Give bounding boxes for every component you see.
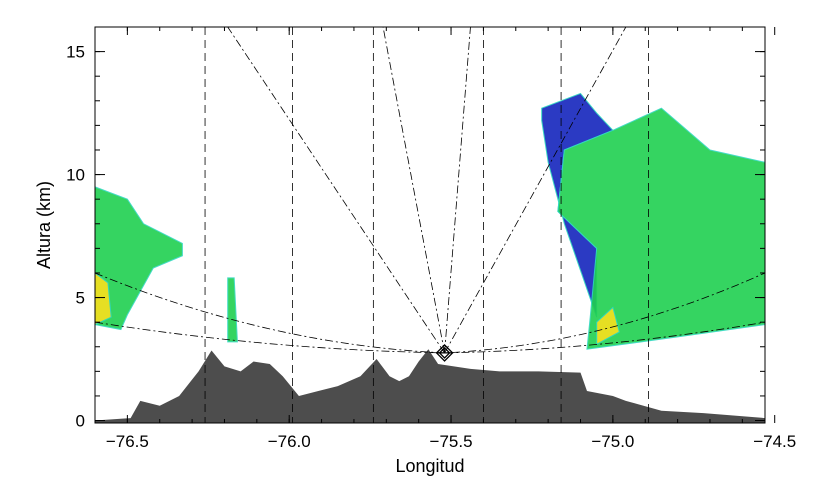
x-tick-label: −76.5 (106, 432, 149, 451)
beam-line (444, 26, 627, 354)
y-tick-label: 0 (76, 412, 85, 431)
echo-region-0 (94, 186, 183, 331)
sweep-edge-line (94, 272, 766, 354)
plot-frame (94, 26, 766, 424)
x-axis-label: Longitud (395, 456, 464, 476)
echo-region-2 (227, 277, 238, 343)
x-tick-label: −75.0 (591, 432, 634, 451)
x-tick-label: −74.5 (753, 432, 796, 451)
echo-region-5 (596, 306, 620, 346)
x-tick-label: −75.5 (430, 432, 473, 451)
beam-line (444, 26, 471, 353)
radar-site-marker (435, 343, 454, 362)
beam-line (227, 26, 445, 354)
y-axis-label: Altura (km) (34, 181, 54, 269)
plot-area (94, 26, 766, 423)
x-tick-label: −76.0 (268, 432, 311, 451)
sweep-edge-line (94, 321, 766, 354)
y-tick-label: 10 (66, 166, 85, 185)
axis-ticks: −76.5 −76.0 −75.5 −75.0 −74.5 0 5 10 15 (66, 26, 796, 451)
y-tick-label: 15 (66, 43, 85, 62)
terrain-profile (95, 349, 765, 423)
y-tick-label: 5 (76, 289, 85, 308)
beam-line (382, 26, 445, 353)
echo-region-4 (557, 107, 766, 350)
